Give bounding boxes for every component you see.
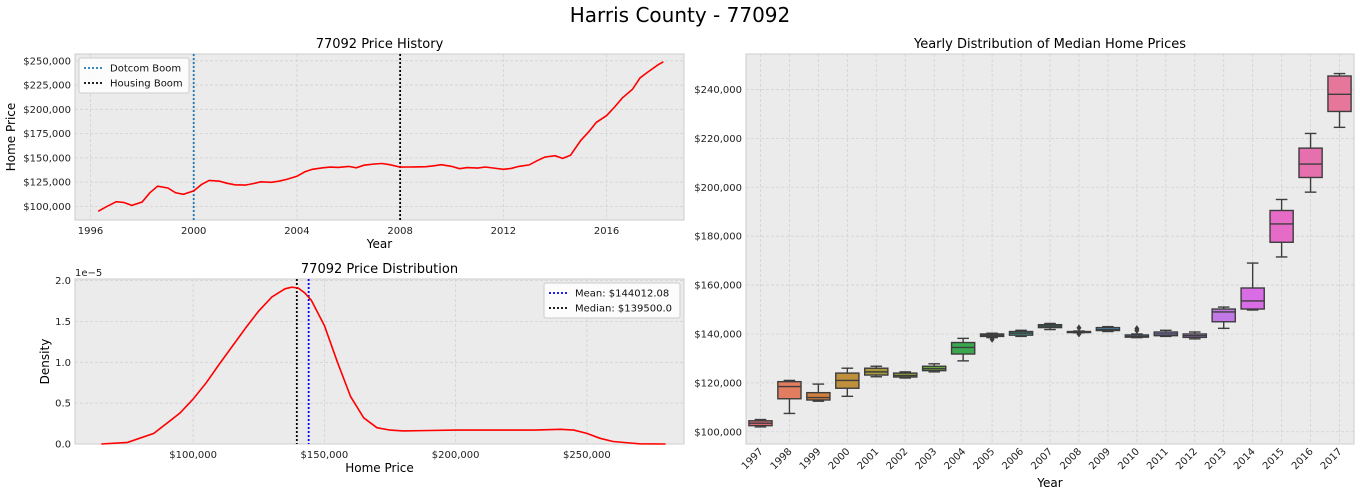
x-tick-label: 1998 bbox=[769, 446, 795, 472]
x-tick-label: 2014 bbox=[1232, 446, 1258, 472]
x-axis-label: Home Price bbox=[345, 461, 414, 475]
y-tick-label: $140,000 bbox=[694, 329, 742, 340]
x-tick-label: 2015 bbox=[1261, 446, 1287, 472]
y-axis-label: Home Price bbox=[4, 103, 18, 172]
x-tick-label: 2000 bbox=[827, 446, 853, 472]
x-tick-label: 2011 bbox=[1145, 446, 1171, 472]
y-tick-label: $160,000 bbox=[694, 281, 742, 292]
box-2013 bbox=[1211, 308, 1236, 323]
x-tick-label: $150,000 bbox=[301, 450, 349, 461]
y-tick-label: 2.0 bbox=[55, 276, 71, 287]
x-tick-label: 1996 bbox=[78, 226, 103, 237]
x-tick-label: 1997 bbox=[740, 446, 766, 472]
x-tick-label: 2008 bbox=[1058, 446, 1084, 472]
legend-label: Mean: $144012.08 bbox=[575, 289, 669, 300]
box-2004 bbox=[950, 341, 976, 355]
x-tick-label: 2004 bbox=[942, 446, 968, 472]
x-axis-label: Year bbox=[1036, 476, 1062, 490]
y-tick-label: $200,000 bbox=[694, 183, 742, 194]
x-tick-label: 2013 bbox=[1203, 446, 1229, 472]
x-tick-label: 2012 bbox=[491, 226, 516, 237]
outlier-point bbox=[989, 335, 995, 343]
x-tick-label: 2012 bbox=[1174, 446, 1200, 472]
y-offset-text: 1e−5 bbox=[75, 268, 102, 279]
chart-title: Yearly Distribution of Median Home Price… bbox=[913, 37, 1186, 52]
x-tick-label: $100,000 bbox=[169, 450, 217, 461]
x-tick-label: 2010 bbox=[1116, 446, 1142, 472]
price-distribution-chart: $100,000 $150,000 $200,000 $250,000 0.0 0.5 1.… bbox=[38, 262, 685, 475]
y-axis-label: Density bbox=[38, 339, 52, 385]
chart-title: 77092 Price History bbox=[316, 37, 444, 52]
x-tick-label: 2001 bbox=[856, 446, 882, 472]
y-tick-label: $100,000 bbox=[694, 427, 742, 438]
x-axis-label: Year bbox=[366, 237, 392, 251]
legend-box bbox=[78, 57, 190, 94]
x-tick-label: 2017 bbox=[1319, 446, 1345, 472]
x-tick-label: 2003 bbox=[914, 446, 940, 472]
y-tick-label: $220,000 bbox=[694, 134, 742, 145]
x-tick-label: 2008 bbox=[387, 226, 412, 237]
box-1999 bbox=[806, 391, 831, 401]
outlier-point bbox=[1076, 324, 1082, 332]
legend-label: Median: $139500.0 bbox=[575, 304, 672, 315]
box-2016 bbox=[1298, 147, 1323, 179]
y-tick-label: 1.5 bbox=[55, 317, 71, 328]
y-tick-label: $100,000 bbox=[23, 202, 71, 213]
y-tick-label: 0.0 bbox=[55, 440, 71, 451]
legend-label: Housing Boom bbox=[110, 79, 183, 90]
x-tick-label: 2016 bbox=[594, 226, 619, 237]
x-tick-label: 2007 bbox=[1029, 446, 1055, 472]
x-tick-label: 2000 bbox=[181, 226, 206, 237]
x-tick-label: $200,000 bbox=[432, 450, 480, 461]
x-tick-label: 2005 bbox=[971, 446, 997, 472]
y-tick-label: $120,000 bbox=[694, 378, 742, 389]
y-tick-label: $240,000 bbox=[694, 85, 742, 96]
legend-box bbox=[543, 282, 681, 319]
x-tick-label: 2002 bbox=[885, 446, 911, 472]
x-tick-label: 2006 bbox=[1000, 446, 1026, 472]
y-tick-label: $200,000 bbox=[23, 105, 71, 116]
figure-title: Harris County - 77092 bbox=[570, 3, 791, 27]
legend-label: Dotcom Boom bbox=[110, 64, 181, 75]
chart-title: 77092 Price Distribution bbox=[301, 262, 458, 277]
x-tick-label: 1999 bbox=[798, 446, 824, 472]
outlier-point bbox=[1134, 327, 1140, 335]
box-1998 bbox=[777, 380, 802, 400]
y-tick-label: $175,000 bbox=[23, 129, 71, 140]
x-tick-label: 2004 bbox=[284, 226, 309, 237]
x-tick-label: 2009 bbox=[1087, 446, 1113, 472]
y-tick-label: 1.0 bbox=[55, 358, 71, 369]
yearly-boxplot-chart: $100,000 $120,000 $140,000 $160,000 $180,000… bbox=[694, 37, 1355, 490]
series-line bbox=[101, 286, 666, 445]
x-tick-label: $250,000 bbox=[563, 450, 611, 461]
y-tick-label: $250,000 bbox=[23, 56, 71, 67]
box-2014 bbox=[1240, 287, 1265, 310]
y-tick-label: $180,000 bbox=[694, 232, 742, 243]
box-2015 bbox=[1269, 209, 1294, 243]
price-history-chart: 1996 2000 2004 2008 2012 2016 $100,000 $125,000… bbox=[4, 37, 685, 251]
outlier-point bbox=[1076, 330, 1082, 338]
series-line bbox=[97, 61, 664, 212]
y-tick-label: $125,000 bbox=[23, 178, 71, 189]
y-tick-label: $150,000 bbox=[23, 153, 71, 164]
y-tick-label: 0.5 bbox=[55, 399, 71, 410]
x-tick-label: 2016 bbox=[1290, 446, 1316, 472]
y-tick-label: $225,000 bbox=[23, 81, 71, 92]
